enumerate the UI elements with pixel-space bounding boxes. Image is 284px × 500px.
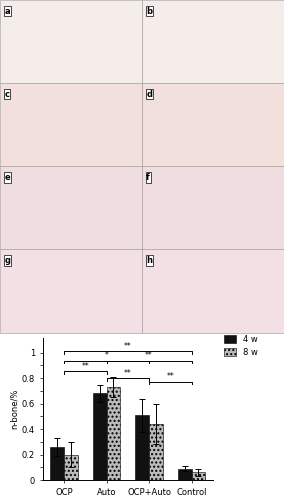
Bar — [0, 0, 142, 83]
Bar — [0, 166, 142, 250]
Bar — [64, 454, 78, 480]
Text: **: ** — [82, 362, 89, 370]
Bar — [93, 394, 106, 480]
Text: f: f — [146, 173, 150, 182]
Text: b: b — [146, 6, 152, 16]
Bar — [142, 0, 284, 83]
Bar — [142, 250, 284, 332]
Bar — [142, 83, 284, 166]
Text: **: ** — [145, 352, 153, 360]
Bar — [0, 250, 142, 332]
Text: d: d — [146, 90, 152, 99]
Text: a: a — [4, 6, 10, 16]
Text: c: c — [4, 90, 9, 99]
Bar — [0, 83, 142, 166]
Text: h: h — [146, 256, 152, 265]
Bar — [192, 472, 205, 480]
Legend: 4 w, 8 w: 4 w, 8 w — [224, 334, 258, 357]
Text: **: ** — [124, 342, 132, 351]
Text: *: * — [105, 352, 108, 360]
Text: e: e — [4, 173, 10, 182]
Bar — [50, 447, 64, 480]
Text: **: ** — [124, 368, 132, 378]
Bar — [149, 424, 163, 480]
Y-axis label: n-bone/%: n-bone/% — [10, 388, 19, 429]
Text: g: g — [4, 256, 10, 265]
Text: **: ** — [166, 372, 174, 382]
Bar — [178, 468, 192, 480]
Bar — [135, 415, 149, 480]
Bar — [106, 387, 120, 480]
Bar — [142, 166, 284, 250]
